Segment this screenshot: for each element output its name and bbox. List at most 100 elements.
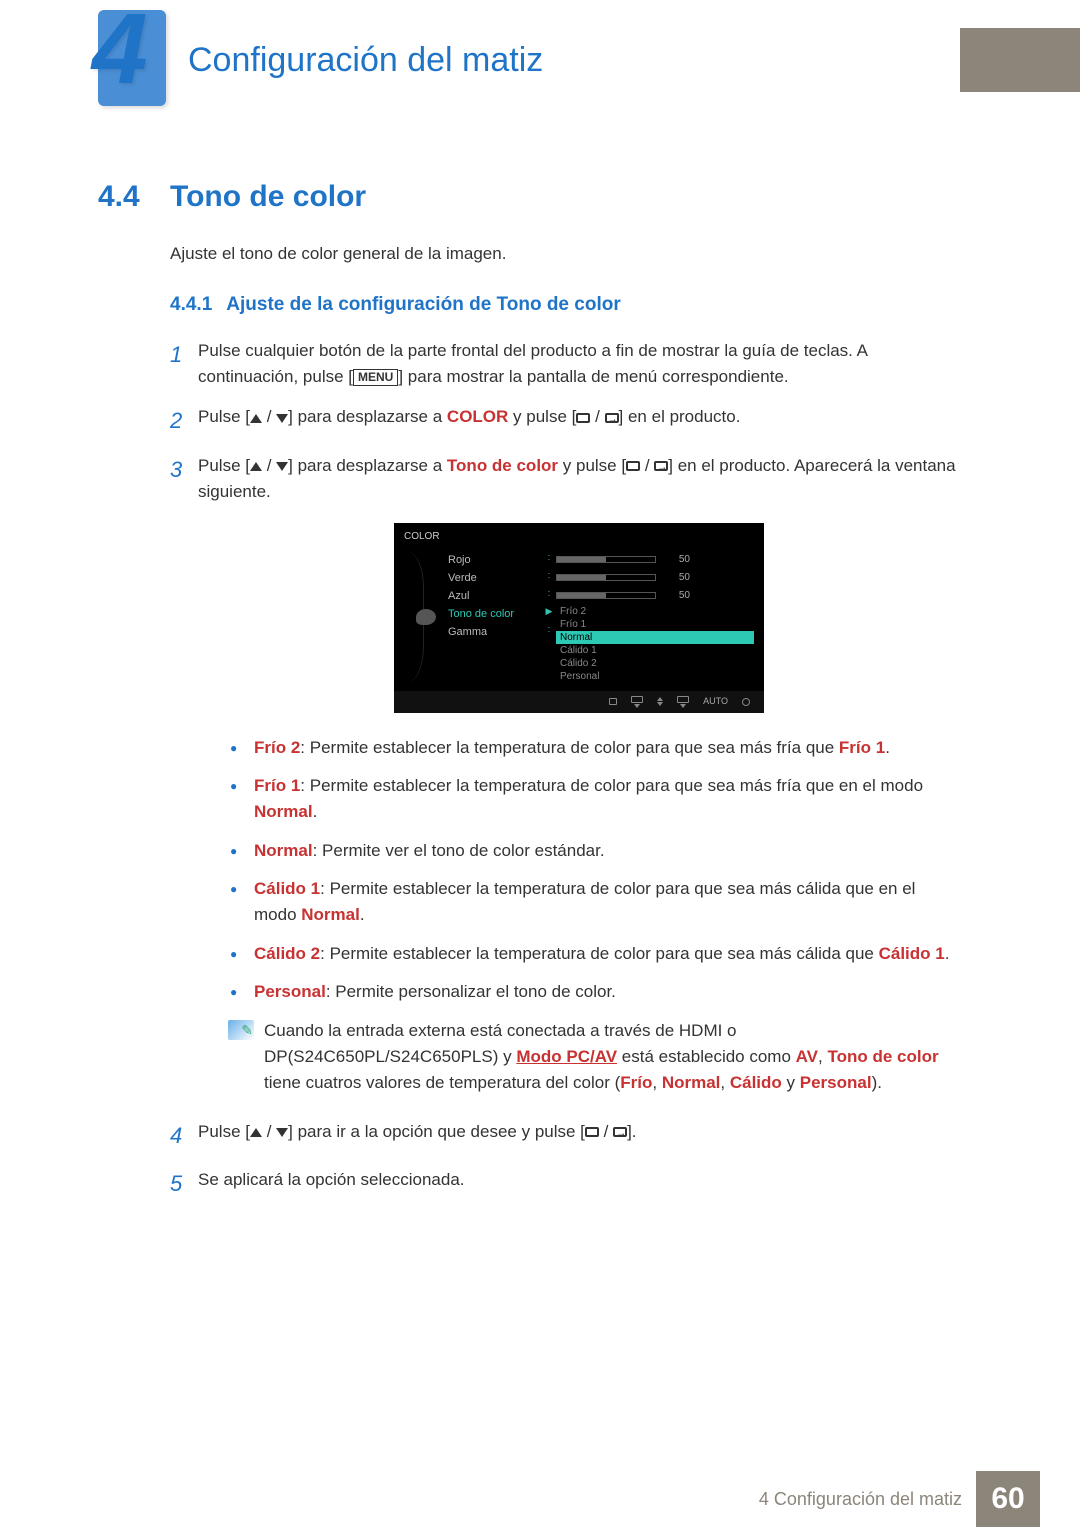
bullet-dot-icon: ● bbox=[230, 979, 254, 1005]
osd-labels: Rojo Verde Azul Tono de color Gamma bbox=[442, 551, 542, 683]
up-arrow-icon bbox=[250, 414, 262, 423]
osd-opt: Cálido 2 bbox=[556, 657, 754, 670]
text: Pulse [ bbox=[198, 456, 250, 475]
text: Pulse [ bbox=[198, 407, 250, 426]
step-number: 4 bbox=[170, 1119, 198, 1153]
step-body: Se aplicará la opción seleccionada. bbox=[198, 1167, 960, 1201]
bullet-item: ●Personal: Permite personalizar el tono … bbox=[230, 979, 960, 1005]
down-arrow-icon bbox=[276, 414, 288, 423]
subsection-number: 4.4.1 bbox=[170, 294, 212, 316]
note-icon bbox=[228, 1020, 254, 1040]
bullet-dot-icon: ● bbox=[230, 876, 254, 929]
osd-curve bbox=[406, 551, 424, 683]
osd-slider-rojo: 50 bbox=[556, 551, 754, 569]
osd-header: COLOR bbox=[394, 523, 764, 551]
footer-margin bbox=[1040, 1471, 1080, 1527]
step-2: 2 Pulse [ / ] para desplazarse a COLOR y… bbox=[170, 404, 960, 438]
footer-text: 4 Configuración del matiz bbox=[759, 1471, 976, 1527]
menu-icon bbox=[585, 1127, 599, 1137]
highlight: COLOR bbox=[447, 407, 508, 426]
step-1: 1 Pulse cualquier botón de la parte fron… bbox=[170, 338, 960, 391]
osd-label-tono: Tono de color bbox=[448, 605, 542, 623]
source-icon bbox=[654, 461, 668, 471]
highlight: Tono de color bbox=[447, 456, 558, 475]
osd-enter-icon bbox=[677, 696, 689, 708]
bullet-body: Frío 1: Permite establecer la temperatur… bbox=[254, 773, 960, 826]
step-body: Pulse cualquier botón de la parte fronta… bbox=[198, 338, 960, 391]
footer-page-number: 60 bbox=[976, 1471, 1040, 1527]
osd-back-icon bbox=[609, 698, 617, 705]
subsection-title: Ajuste de la configuración de Tono de co… bbox=[226, 294, 620, 316]
bullet-body: Normal: Permite ver el tono de color est… bbox=[254, 838, 960, 864]
text: ] para mostrar la pantalla de menú corre… bbox=[398, 367, 788, 386]
osd-slider-azul: 50 bbox=[556, 587, 754, 605]
osd-opt: Personal bbox=[556, 670, 754, 683]
bullet-item: ●Cálido 1: Permite establecer la tempera… bbox=[230, 876, 960, 929]
source-icon bbox=[605, 413, 619, 423]
bullet-body: Personal: Permite personalizar el tono d… bbox=[254, 979, 960, 1005]
step-body: Pulse [ / ] para desplazarse a COLOR y p… bbox=[198, 404, 960, 438]
text: y pulse [ bbox=[508, 407, 576, 426]
step-4: 4 Pulse [ / ] para ir a la opción que de… bbox=[170, 1119, 960, 1153]
bullet-dot-icon: ● bbox=[230, 773, 254, 826]
step-number: 2 bbox=[170, 404, 198, 438]
section-number: 4.4 bbox=[98, 180, 170, 214]
bullet-dot-icon: ● bbox=[230, 941, 254, 967]
note-body: Cuando la entrada externa está conectada… bbox=[264, 1018, 960, 1097]
step-number: 3 bbox=[170, 453, 198, 1105]
step-number: 5 bbox=[170, 1167, 198, 1201]
menu-button-icon: MENU bbox=[353, 369, 398, 387]
bullet-item: ●Frío 2: Permite establecer la temperatu… bbox=[230, 735, 960, 761]
section-title: Tono de color bbox=[170, 180, 366, 214]
bullet-item: ●Cálido 2: Permite establecer la tempera… bbox=[230, 941, 960, 967]
osd-opt: Frío 1 bbox=[556, 618, 754, 631]
section-heading: 4.4 Tono de color bbox=[98, 180, 960, 214]
osd-slider-verde: 50 bbox=[556, 569, 754, 587]
text: y pulse [ bbox=[558, 456, 626, 475]
up-arrow-icon bbox=[250, 1128, 262, 1137]
osd-opt-selected: Normal bbox=[556, 631, 754, 644]
bullet-body: Cálido 2: Permite establecer la temperat… bbox=[254, 941, 960, 967]
step-number: 1 bbox=[170, 338, 198, 391]
text: ] para desplazarse a bbox=[288, 456, 447, 475]
osd-opt: Frío 2 bbox=[556, 605, 754, 618]
intro-text: Ajuste el tono de color general de la im… bbox=[170, 242, 960, 266]
chapter-title: Configuración del matiz bbox=[188, 41, 543, 80]
osd-markers: :::▶: bbox=[542, 551, 556, 683]
step-3: 3 Pulse [ / ] para desplazarse a Tono de… bbox=[170, 453, 960, 1105]
bullet-item: ●Normal: Permite ver el tono de color es… bbox=[230, 838, 960, 864]
bullet-dot-icon: ● bbox=[230, 838, 254, 864]
bullet-item: ●Frío 1: Permite establecer la temperatu… bbox=[230, 773, 960, 826]
chapter-number: 4 bbox=[92, 0, 148, 107]
source-icon bbox=[613, 1127, 627, 1137]
footer: 4 Configuración del matiz 60 bbox=[0, 1471, 1080, 1527]
down-arrow-icon bbox=[276, 462, 288, 471]
osd-label-gamma: Gamma bbox=[448, 623, 542, 641]
note: Cuando la entrada externa está conectada… bbox=[228, 1018, 960, 1097]
osd-auto-label: AUTO bbox=[703, 695, 728, 709]
osd-values: 50 50 50 Frío 2 Frío 1 Normal Cálido 1 C… bbox=[556, 551, 754, 683]
step-body: Pulse [ / ] para ir a la opción que dese… bbox=[198, 1119, 960, 1153]
osd-up-icon bbox=[657, 697, 663, 706]
osd-label-azul: Azul bbox=[448, 587, 542, 605]
content: 4.4 Tono de color Ajuste el tono de colo… bbox=[98, 180, 960, 1215]
text: ] en el producto. bbox=[619, 407, 741, 426]
osd-label-rojo: Rojo bbox=[448, 551, 542, 569]
text: ] para desplazarse a bbox=[288, 407, 447, 426]
note-link: Modo PC/AV bbox=[516, 1047, 617, 1066]
bullets-list: ●Frío 2: Permite establecer la temperatu… bbox=[230, 735, 960, 1006]
step-5: 5 Se aplicará la opción seleccionada. bbox=[170, 1167, 960, 1201]
menu-icon bbox=[576, 413, 590, 423]
osd-footer: AUTO bbox=[394, 691, 764, 713]
osd-down-icon bbox=[631, 696, 643, 708]
up-arrow-icon bbox=[250, 462, 262, 471]
step-body: Pulse [ / ] para desplazarse a Tono de c… bbox=[198, 453, 960, 1105]
header-white: Configuración del matiz bbox=[140, 28, 960, 92]
osd-options-dropdown: Frío 2 Frío 1 Normal Cálido 1 Cálido 2 P… bbox=[556, 605, 754, 683]
bullet-body: Frío 2: Permite establecer la temperatur… bbox=[254, 735, 960, 761]
osd-body: Rojo Verde Azul Tono de color Gamma :::▶… bbox=[394, 551, 764, 691]
osd-label-verde: Verde bbox=[448, 569, 542, 587]
down-arrow-icon bbox=[276, 1128, 288, 1137]
bullet-body: Cálido 1: Permite establecer la temperat… bbox=[254, 876, 960, 929]
menu-icon bbox=[626, 461, 640, 471]
